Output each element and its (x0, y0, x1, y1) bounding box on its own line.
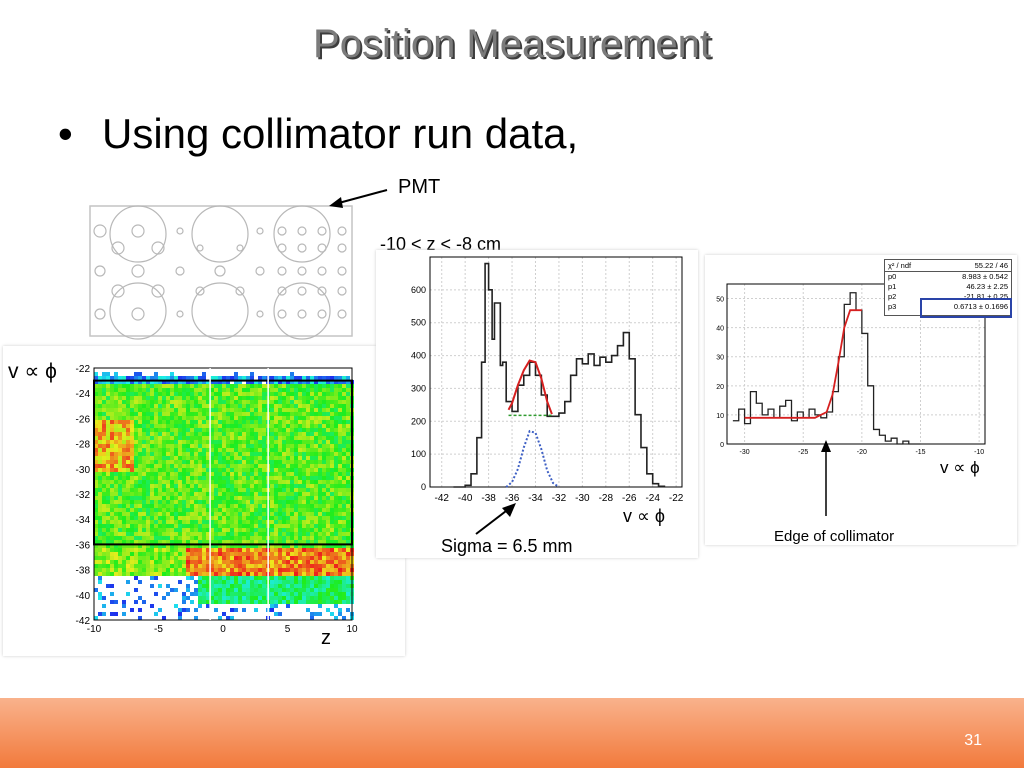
right-y-tick: 50 (716, 297, 724, 304)
fit-param-value: 0.6713 ± 0.1696 (953, 302, 1008, 311)
sigma-arrow (475, 503, 516, 535)
mid-x-tick: -40 (458, 493, 473, 504)
heatmap-y-tick: -32 (76, 490, 91, 501)
mid-y-tick: 300 (411, 383, 426, 393)
pmt-large-circle (273, 282, 331, 340)
right-y-tick: 10 (716, 413, 724, 420)
mid-x-tick: -36 (505, 493, 520, 504)
p3-highlight-box (920, 298, 1012, 318)
bullet-item: • Using collimator run data, (58, 110, 578, 158)
mid-y-tick: 100 (411, 449, 426, 459)
fit-param-value: 8.983 ± 0.542 (962, 272, 1008, 281)
fit-param-name: p2 (888, 292, 897, 301)
mid-y-tick: 600 (411, 285, 426, 295)
edge-label: Edge of collimator (774, 528, 895, 545)
fit-param-value: -21.81 ± 0.25 (963, 292, 1008, 301)
mid-y-tick: 0 (421, 482, 426, 492)
mid-x-tick: -28 (599, 493, 614, 504)
heatmap-y-tick: -30 (76, 465, 91, 476)
mid-x-tick: -24 (645, 493, 660, 504)
slide-title: Position Measurement (313, 22, 711, 66)
pmt-large-circle (109, 282, 167, 340)
mid-x-tick: -22 (669, 493, 684, 504)
heatmap-y-tick: -22 (76, 364, 91, 375)
pmt-arrow (329, 189, 388, 208)
fit-chi2-name: χ² / ndf (888, 261, 912, 270)
heatmap-x-tick: -10 (87, 624, 102, 635)
heatmap-y-tick: -40 (76, 591, 91, 602)
pmt-large-circle (109, 205, 167, 263)
heatmap-cells (94, 372, 354, 620)
right-y-tick: 20 (716, 384, 724, 391)
gaussian-curve (505, 429, 560, 488)
pmt-label: PMT (398, 176, 441, 198)
selection-box (93, 379, 353, 546)
mid-x-tick: -30 (575, 493, 590, 504)
slide-footer: 31 (0, 698, 1024, 768)
heatmap-chart: -10 -5 0 5 10 -22 -24 -26 -28 -30 -32 -34 -36 -38 -40 -… (76, 364, 358, 635)
heatmap-x-tick: -5 (154, 624, 163, 635)
fit-param-name: p0 (888, 272, 897, 281)
heatmap-x-tick: 10 (346, 624, 358, 635)
heatmap-y-tick: -36 (76, 540, 91, 551)
mid-y-tick: 500 (411, 318, 426, 328)
heatmap-x-label: z (321, 627, 331, 649)
bullet-dot: • (58, 110, 73, 157)
mid-histogram-series (453, 262, 666, 488)
right-x-tick: -15 (915, 449, 925, 456)
heatmap-x-tick: 5 (285, 624, 291, 635)
mid-x-label: v ∝ ϕ (623, 506, 665, 526)
heatmap-y-tick: -28 (76, 440, 91, 451)
right-fit-histogram: 0 10 20 30 40 50 -30 -25 -20 -15 -10 (716, 283, 986, 456)
heatmap-y-tick: -24 (76, 389, 91, 400)
mid-frame (429, 256, 683, 488)
mid-x-tick: -32 (552, 493, 567, 504)
fit-param-name: p3 (888, 302, 897, 311)
pmt-large-circle (191, 205, 249, 263)
mid-x-tick: -42 (434, 493, 449, 504)
right-x-tick: -20 (857, 449, 867, 456)
fit-param-value: 46.23 ± 2.25 (966, 282, 1008, 291)
right-y-tick: 30 (716, 355, 724, 362)
page-number: 31 (964, 732, 982, 749)
mid-x-tick: -38 (481, 493, 496, 504)
pmt-large-circle (273, 205, 331, 263)
right-x-tick: -25 (798, 449, 808, 456)
fit-stats-box: χ² / ndf 55.22 / 46 p0 8.983 ± 0.542 p1 46… (884, 259, 1012, 316)
right-y-tick: 40 (716, 326, 724, 333)
middle-histogram: 0 100 200 300 400 500 600 -42 -40 -38 -36 -34 -32 -30… (411, 256, 684, 504)
mid-x-tick: -26 (622, 493, 637, 504)
heatmap-x-tick: 0 (220, 624, 226, 635)
edge-arrow (821, 440, 831, 516)
right-histogram-series (732, 292, 921, 445)
right-frame (726, 283, 986, 445)
right-x-tick: -10 (974, 449, 984, 456)
right-y-tick: 0 (720, 442, 724, 449)
fit-chi2-value: 55.22 / 46 (974, 261, 1008, 270)
heatmap-y-tick: -38 (76, 566, 91, 577)
right-fit-curve (744, 309, 862, 419)
right-x-tick: -30 (740, 449, 750, 456)
cut-label: -10 < z < -8 cm (380, 234, 502, 254)
bullet-text: Using collimator run data, (102, 110, 579, 157)
heatmap-y-tick: -42 (76, 616, 91, 627)
pmt-large-circle (191, 282, 249, 340)
mid-fit-curve (507, 359, 553, 415)
right-x-label: v ∝ ϕ (940, 458, 980, 477)
heatmap-y-tick: -34 (76, 515, 91, 526)
fit-param-name: p1 (888, 282, 897, 291)
mid-y-tick: 200 (411, 416, 426, 426)
heatmap-y-tick: -26 (76, 414, 91, 425)
sigma-label: Sigma = 6.5 mm (441, 536, 573, 556)
mid-y-tick: 400 (411, 351, 426, 361)
pmt-diagram (89, 205, 353, 340)
mid-x-tick: -34 (528, 493, 543, 504)
heatmap-y-label: v ∝ ϕ (8, 360, 57, 383)
